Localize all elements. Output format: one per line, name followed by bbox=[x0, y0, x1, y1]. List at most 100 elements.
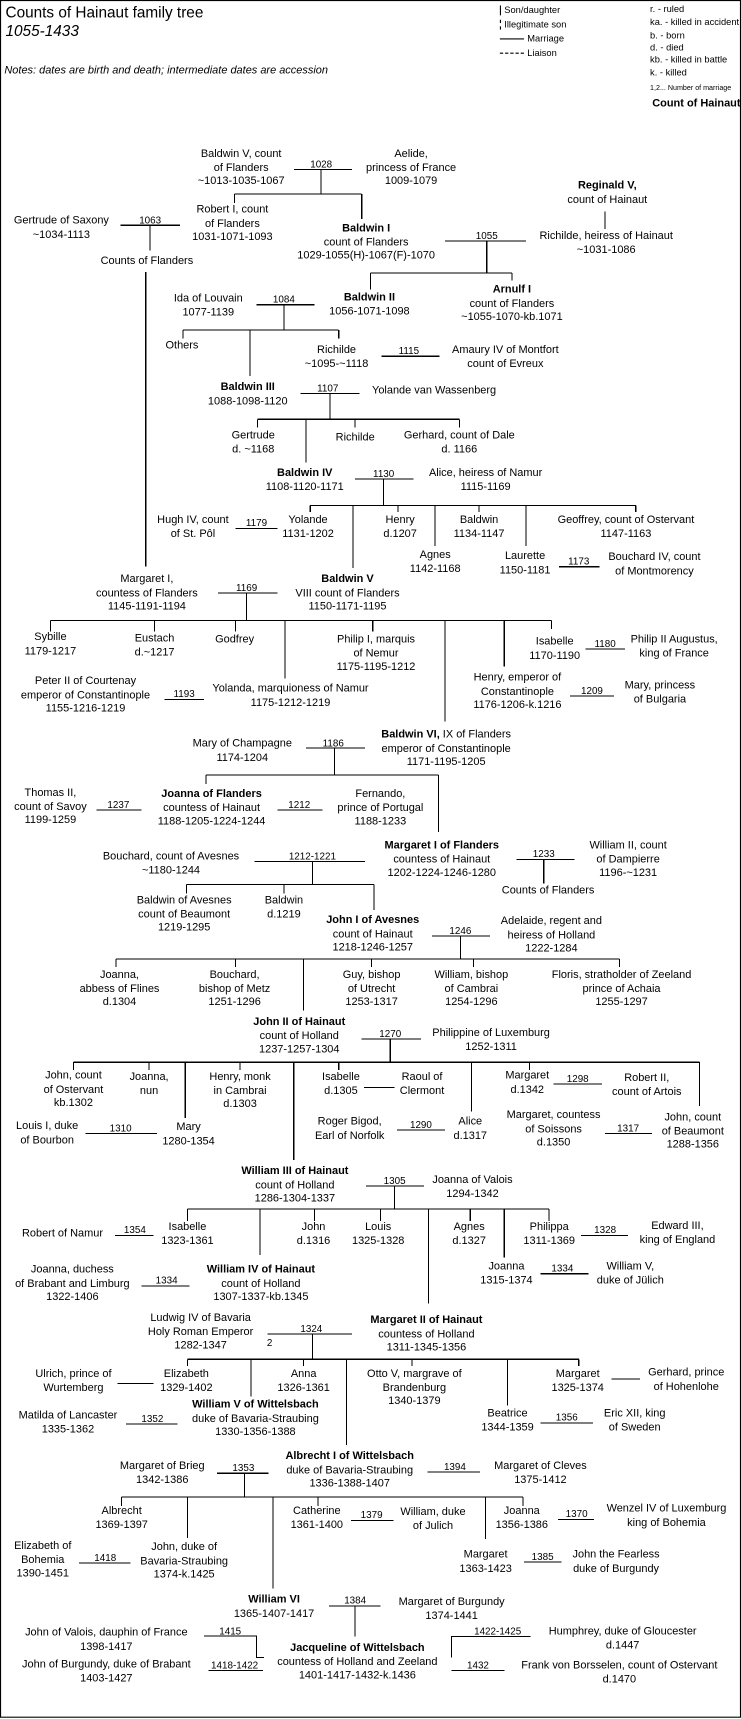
person-line: Margaret, countess bbox=[506, 1109, 601, 1122]
person-line: Yolande bbox=[288, 514, 328, 527]
ruler-node: Reginald V, count of Hainaut bbox=[567, 180, 647, 207]
person-line: Brandenburg bbox=[382, 1381, 447, 1394]
person-line: count of Holland bbox=[255, 1178, 335, 1192]
person-line: heiress of Holland bbox=[507, 929, 596, 942]
person-line: 1029-1055(H)-1067(F)-1070 bbox=[297, 249, 435, 262]
ruler-name-line: Margaret I of Flanders bbox=[385, 840, 500, 854]
person-line: Isabelle bbox=[535, 635, 574, 648]
marriage-year: 1324 bbox=[300, 1323, 323, 1335]
ruler-node: Jacqueline of Wittelsbach countess of Hol… bbox=[277, 1642, 437, 1683]
person-line: Beatrice bbox=[487, 1407, 528, 1420]
person-line: Gertrude of Saxony bbox=[13, 214, 109, 227]
person-node: John, count of Beaumont 1288-1356 bbox=[662, 1112, 724, 1153]
person-line: of Ostervant bbox=[43, 1083, 104, 1096]
marriage-year: 1186 bbox=[322, 737, 344, 749]
ruler-name-line: Jacqueline of Wittelsbach bbox=[277, 1642, 437, 1656]
date-range: 1055-1433 bbox=[5, 21, 79, 40]
ruler-name: William V of Wittelsbach bbox=[192, 1398, 319, 1411]
ruler-name-line: William VI bbox=[234, 1594, 314, 1608]
person-line: of St. Pôl bbox=[170, 527, 216, 540]
person-line: Otto V, margrave of bbox=[367, 1368, 462, 1381]
ruler-name: Margaret II of Hainaut bbox=[370, 1314, 483, 1327]
person-node: Others bbox=[166, 340, 199, 354]
person-node: Yolande van Wassenberg bbox=[372, 385, 496, 399]
person-line: 1398-1417 bbox=[80, 1640, 133, 1653]
person-line: 1286-1304-1337 bbox=[254, 1192, 336, 1205]
ruler-name: Baldwin V bbox=[321, 573, 374, 586]
solid-line-icon bbox=[499, 38, 524, 40]
dashed-line-icon bbox=[499, 52, 524, 54]
marriage-year: 1209 bbox=[580, 685, 603, 697]
person-node: John, duke of Bavaria-Straubing 1374-k.142… bbox=[140, 1541, 228, 1582]
ruler-node: Baldwin II 1056-1071-1098 bbox=[329, 292, 409, 319]
person-line: Baldwin of Avesnes bbox=[136, 894, 232, 907]
person-line: Gerhard, prince bbox=[648, 1366, 725, 1380]
person-line: Henry, monk bbox=[209, 1070, 271, 1084]
person-line: of Bulgaria bbox=[633, 693, 687, 706]
person-line: emperor of Constantinople bbox=[20, 688, 151, 702]
person-node: Bouchard, bishop of Metz 1251-1296 bbox=[199, 969, 270, 1010]
marriage-year: 1180 bbox=[594, 637, 616, 649]
person-node: Henry d.1207 bbox=[383, 514, 417, 541]
person-line: 1108-1120-1171 bbox=[265, 480, 344, 493]
person-node: Counts of Flanders bbox=[101, 255, 194, 269]
ruler-name-line: Baldwin I bbox=[297, 223, 435, 237]
person-line: 1188-1205-1224-1244 bbox=[157, 815, 266, 828]
ruler-name-line: John II of Hainaut bbox=[253, 1016, 345, 1030]
ruler-name-line: Albrecht I of Wittelsbach bbox=[285, 1450, 413, 1464]
person-node: Robert II, count of Artois bbox=[612, 1072, 681, 1099]
person-node: Laurette 1150-1181 bbox=[500, 550, 551, 577]
person-node: Godfrey bbox=[215, 634, 254, 648]
person-line: Yolande van Wassenberg bbox=[372, 384, 497, 397]
ruler-name-line: William IV of Hainaut bbox=[207, 1264, 315, 1278]
person-line: 1150-1171-1195 bbox=[308, 600, 387, 613]
person-line: 1342-1386 bbox=[136, 1473, 189, 1486]
person-line: Philippa bbox=[529, 1221, 569, 1234]
person-line: John of Burgundy, duke of Brabant bbox=[22, 1658, 191, 1671]
person-node: Agnes d.1327 bbox=[452, 1221, 486, 1248]
person-line: 1145-1191-1194 bbox=[107, 600, 186, 613]
person-node: Baldwin 1134-1147 bbox=[454, 514, 505, 541]
legend-liaison: Liaison bbox=[499, 46, 557, 60]
person-line: king of Bohemia bbox=[627, 1516, 706, 1529]
person-line: Counts of Flanders bbox=[100, 255, 194, 268]
person-line: Amaury IV of Montfort bbox=[452, 344, 559, 357]
person-line: 1253-1317 bbox=[345, 996, 398, 1009]
marriage-year: 1354 bbox=[123, 1224, 146, 1236]
person-node: Margaret, countess of Soissons d.1350 bbox=[507, 1109, 601, 1150]
person-line: of Hohenlohe bbox=[653, 1380, 719, 1393]
person-line: Joanna, bbox=[129, 1070, 169, 1084]
person-line: 1280-1354 bbox=[162, 1135, 215, 1148]
person-line: d. 1166 bbox=[441, 443, 478, 456]
person-line: 1340-1379 bbox=[388, 1395, 441, 1408]
marriage-year: 1270 bbox=[379, 1028, 402, 1040]
person-node: Yolanda, marquioness of Namur 1175-1212-1… bbox=[212, 683, 368, 710]
person-line: Ludwig IV of Bavaria bbox=[150, 1312, 251, 1325]
person-line: Anna bbox=[290, 1368, 317, 1381]
person-line: Frank von Borsselen, count of Ostervant bbox=[521, 1659, 718, 1672]
person-node: Joanna, abbess of Flines d.1304 bbox=[80, 969, 160, 1010]
person-line: countess of Hainaut bbox=[393, 853, 491, 866]
person-line: prince of Achaia bbox=[582, 982, 661, 995]
person-line: d.1342 bbox=[510, 1083, 545, 1096]
person-line: d. ~1168 bbox=[232, 443, 275, 456]
ruler-name: Baldwin II bbox=[343, 291, 395, 304]
descent-line bbox=[309, 479, 637, 568]
person-line: 1329-1402 bbox=[160, 1381, 213, 1394]
person-line: ~1180-1244 bbox=[142, 864, 201, 877]
ruler-node: Margaret II of Hainaut countess of Hollan… bbox=[370, 1314, 482, 1355]
person-line: Margaret of Cleves bbox=[494, 1460, 587, 1473]
person-node: Raoul of Clermont bbox=[400, 1071, 444, 1098]
person-line: 1142-1168 bbox=[409, 562, 461, 575]
ruler-name-line: Baldwin IV bbox=[266, 467, 344, 481]
marriage-year: 1334 bbox=[155, 1274, 178, 1286]
person-line: Bohemia bbox=[21, 1553, 65, 1566]
person-line: 1171-1195-1205 bbox=[406, 756, 486, 769]
descent-line bbox=[49, 593, 552, 722]
person-node: Yolande 1131-1202 bbox=[282, 514, 334, 541]
person-line: of Brabant and Limburg bbox=[15, 1277, 130, 1290]
person-line: 1199-1259 bbox=[24, 814, 77, 827]
person-line: count of Holland bbox=[221, 1277, 301, 1290]
person-line: Margaret bbox=[463, 1548, 508, 1561]
marriage-year: 1298 bbox=[566, 1073, 589, 1085]
